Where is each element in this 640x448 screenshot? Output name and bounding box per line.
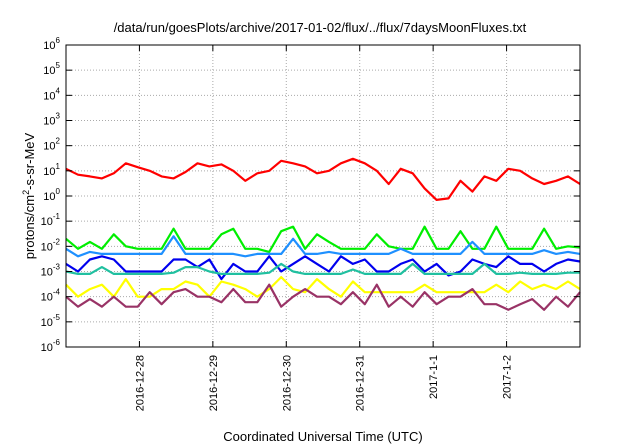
y-tick-label: 102 <box>43 137 60 153</box>
x-tick-label: 2016-12-29 <box>208 355 220 411</box>
x-tick-label: 2016-12-31 <box>355 355 367 411</box>
y-tick-label: 10-3 <box>41 263 61 279</box>
y-tick-label: 105 <box>43 61 60 77</box>
y-tick-label: 103 <box>43 112 60 128</box>
chart-title: /data/run/goesPlots/archive/2017-01-02/f… <box>114 20 527 35</box>
y-tick-label: 106 <box>43 36 60 52</box>
series-line-red <box>65 157 581 201</box>
x-axis: 2016-12-28 2016-12-29 2016-12-30 2016-12-31… <box>134 45 514 411</box>
y-tick-label: 10-6 <box>41 338 61 354</box>
x-tick-label: 2017-1-1 <box>428 355 440 399</box>
series-line-blue <box>65 255 581 281</box>
x-tick-label: 2017-1-2 <box>502 355 514 399</box>
y-tick-label: 10-1 <box>41 212 61 228</box>
y-tick-label: 101 <box>43 162 60 178</box>
series-line-green <box>65 225 581 253</box>
series-line-purple <box>65 283 581 311</box>
y-tick-label: 104 <box>43 86 60 102</box>
y-tick-label: 10-2 <box>41 237 61 253</box>
x-axis-label: Coordinated Universal Time (UTC) <box>223 429 422 444</box>
y-axis: 10-6 10-5 10-4 10-3 10-2 10-1 100 101 102 103 104 1… <box>41 36 580 354</box>
series-line-light-blue <box>65 235 581 258</box>
series-line-yellow <box>65 276 581 298</box>
y-tick-label: 10-4 <box>41 288 61 304</box>
x-tick-label: 2016-12-28 <box>134 355 146 411</box>
series-group <box>65 157 581 311</box>
y-axis-label: protons/cm2-s-sr-MeV <box>21 132 37 259</box>
y-tick-label: 10-5 <box>41 313 61 329</box>
x-tick-label: 2016-12-30 <box>281 355 293 411</box>
series-line-teal <box>65 262 580 275</box>
y-tick-label: 100 <box>43 187 60 203</box>
